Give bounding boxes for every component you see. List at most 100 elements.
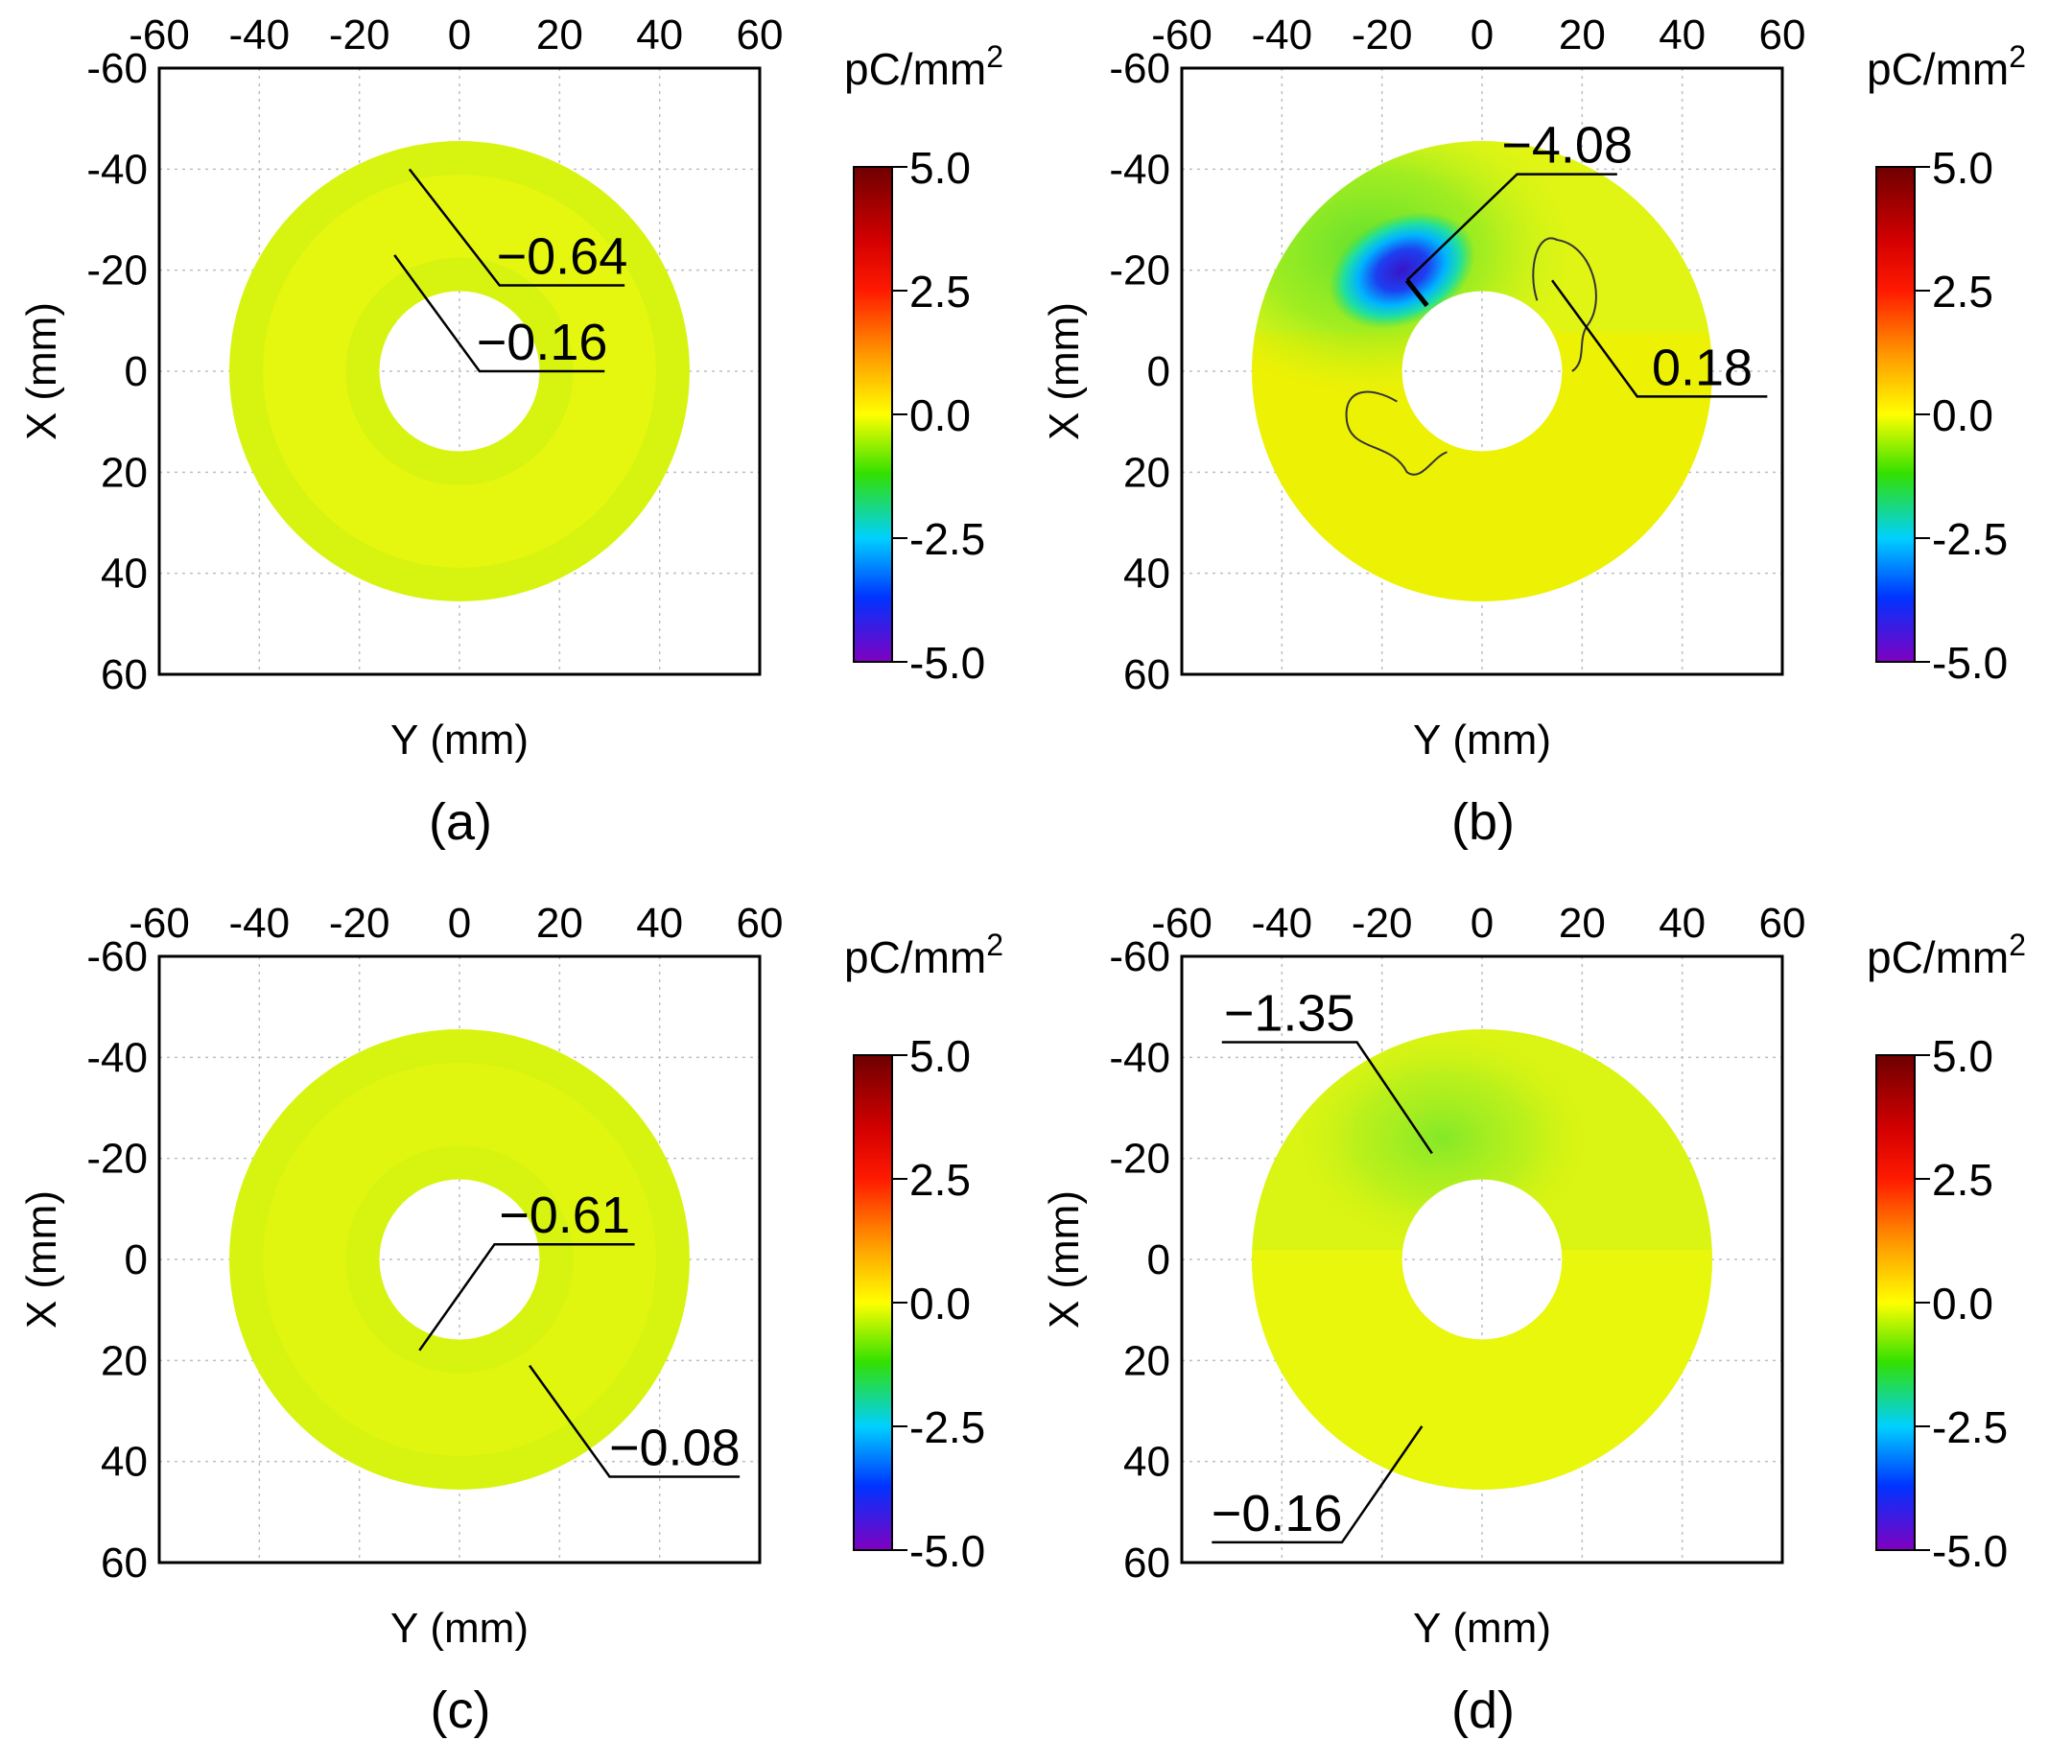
colorbar [1875,166,1916,663]
contour-line [1532,237,1597,372]
panel-c: -60 -40 -20 0 20 40 60 -60 -40 -20 0 20 40 60 Y (mm) X (m… [18,900,1003,1739]
x-tick-label: 0 [448,12,471,59]
annotation-label: 0.18 [1652,339,1753,396]
x-tick-label: -20 [329,900,390,947]
y-tick-label: -20 [86,247,148,294]
y-tick-label: -60 [1109,45,1170,92]
y-tick-label: 60 [101,651,148,698]
y-axis-label: X (mm) [18,1190,65,1329]
colorbar-unit-base: pC/mm [844,44,986,94]
y-axis-unit: (mm) [1041,302,1088,401]
colorbar-tick-label: 0.0 [909,1279,971,1329]
colorbar-tick-label: 5.0 [909,143,971,193]
colorbar-unit-base: pC/mm [1867,932,2009,982]
x-tick-label: 0 [1471,900,1494,947]
x-tick-label: 60 [737,900,784,947]
annotation-label: −0.16 [477,314,608,371]
ring-mid-band [263,175,656,568]
y-tick-label: 20 [101,1337,148,1384]
colorbar-unit-base: pC/mm [844,932,986,982]
y-tick-label: -40 [1109,1034,1170,1081]
colorbar-tick-label: -2.5 [1932,514,2008,564]
x-tick-label: -40 [1252,12,1313,59]
y-tick-label: 0 [125,1236,148,1283]
panel-caption: (b) [1451,793,1515,851]
y-tick-label: -60 [86,45,148,92]
colorbar-tick-label: -2.5 [1932,1402,2008,1452]
y-axis-name: X [1041,412,1088,440]
x-tick-label: -60 [1151,900,1213,947]
y-tick-label: 20 [101,449,148,496]
y-axis-label: X (mm) [1041,302,1088,440]
annotation-label: −0.64 [497,227,628,285]
x-axis-unit: (mm) [430,1605,529,1652]
y-tick-label: -40 [86,146,148,193]
ring-details [1252,141,1712,601]
y-axis-unit: (mm) [1041,1190,1088,1289]
y-tick-label: 60 [1123,1540,1170,1587]
x-tick-label: 20 [536,900,583,947]
colorbar-tick-label: -5.0 [909,1526,985,1576]
colorbar-unit-superscript: 2 [986,39,1003,74]
colorbar-tick-label: 2.5 [909,267,971,317]
x-tick-label: 40 [636,900,683,947]
y-tick-label: 40 [101,1439,148,1486]
colorbar-unit: pC/mm2 [1867,39,2026,94]
x-tick-label: 20 [1559,900,1606,947]
colorbar-tick-label: 0.0 [1932,1279,1993,1329]
annotation-label: −1.35 [1224,985,1355,1043]
y-tick-label: 0 [1147,1236,1170,1283]
colorbar-unit-superscript: 2 [2009,39,2026,74]
ring-details [263,175,656,568]
annotation-leader [1221,1041,1433,1155]
annotation-marker [1404,278,1429,308]
y-tick-label: 60 [101,1540,148,1587]
contour-line [1345,390,1448,476]
y-tick-label: -60 [86,933,148,980]
ring-mid-band [263,1063,656,1456]
x-tick-label: -60 [129,900,190,947]
colorbar [1875,1054,1916,1551]
x-tick-label: 0 [1471,12,1494,59]
x-tick-label: -20 [329,12,390,59]
colorbar-tick-label: -5.0 [909,638,985,688]
colorbar-tick-label: 5.0 [1932,143,1993,193]
y-tick-label: 20 [1123,449,1170,496]
x-tick-label: 60 [1759,12,1806,59]
annotation-label: −0.61 [499,1187,630,1244]
colorbar-unit-superscript: 2 [986,928,1003,962]
x-tick-label: 40 [1659,12,1706,59]
y-tick-label: -40 [1109,146,1170,193]
annotation-leader [529,1364,741,1478]
colorbar [853,166,893,663]
y-tick-label: 40 [1123,1439,1170,1486]
colorbar [853,1054,893,1551]
panel-caption: (a) [429,793,492,851]
colorbar-unit: pC/mm2 [844,928,1003,982]
annotation-leader [408,168,625,287]
colorbar-tick-label: 2.5 [1932,267,1993,317]
y-axis-name: X [1041,1301,1088,1329]
x-tick-label: 60 [1759,900,1806,947]
annotation-label: −4.08 [1501,117,1633,175]
x-tick-label: -40 [229,12,291,59]
colorbar-tick-label: -2.5 [909,514,985,564]
y-tick-label: 60 [1123,651,1170,698]
x-tick-label: -60 [1151,12,1213,59]
y-tick-label: -20 [1109,1136,1170,1183]
x-tick-label: -60 [129,12,190,59]
plot-frame [157,954,762,1564]
x-axis-unit: (mm) [1452,1605,1551,1652]
colorbar-tick-label: 2.5 [1932,1155,1993,1205]
x-axis-label: Y (mm) [1413,717,1551,764]
negative-region [1298,1032,1587,1244]
x-axis-label: Y (mm) [1413,1605,1551,1652]
y-axis-label: X (mm) [18,302,65,440]
colorbar-tick-label: -5.0 [1932,1526,2008,1576]
y-axis-unit: (mm) [18,1190,65,1289]
x-tick-label: -20 [1352,900,1413,947]
annotation-leader [1405,173,1617,282]
y-tick-label: -40 [86,1034,148,1081]
x-axis-name: Y [1413,717,1441,764]
